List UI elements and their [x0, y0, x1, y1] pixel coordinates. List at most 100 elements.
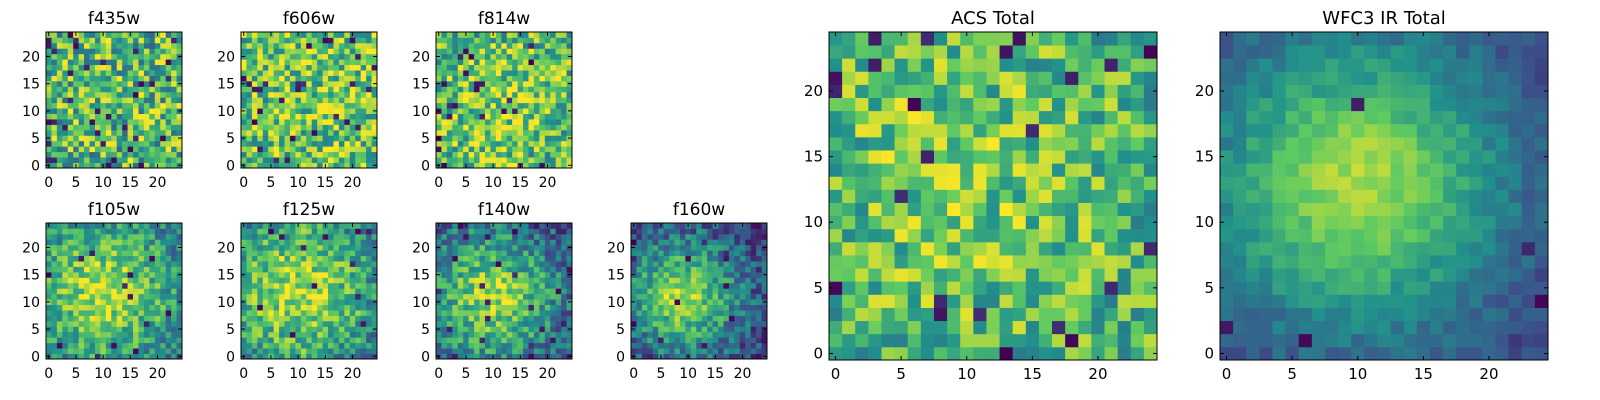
heatmap-cell [73, 48, 80, 55]
heatmap-cell [268, 75, 275, 82]
heatmap-cell [728, 233, 735, 240]
heatmap-cell [133, 124, 139, 131]
heatmap-cell [176, 48, 183, 55]
heatmap-cell [663, 271, 670, 278]
heatmap-cell [436, 315, 442, 322]
y-tick-label: 10 [607, 295, 625, 311]
heatmap-cell [160, 239, 167, 246]
heatmap-cell [674, 304, 681, 311]
heatmap-cell [484, 157, 491, 163]
heatmap-cell [360, 157, 367, 163]
heatmap-cell [550, 151, 557, 158]
heatmap-cell [78, 119, 85, 125]
heatmap-cell [133, 80, 139, 87]
heatmap-cell [311, 342, 318, 349]
heatmap-cell [647, 331, 654, 338]
heatmap-cell [73, 140, 80, 147]
heatmap-cell [463, 342, 470, 349]
heatmap-cell [322, 80, 329, 87]
heatmap-cell [284, 293, 291, 300]
heatmap-cell [295, 304, 302, 311]
heatmap-cell [685, 320, 692, 327]
heatmap-cell [154, 239, 161, 246]
heatmap-cell [111, 146, 118, 153]
heatmap-cell [512, 135, 518, 142]
heatmap-cell [273, 59, 280, 66]
heatmap-cell [868, 228, 882, 243]
heatmap-cell [251, 140, 258, 147]
heatmap-cell [728, 331, 735, 338]
heatmap-cell [517, 244, 524, 251]
heatmap-cell [251, 320, 258, 327]
heatmap-cell [284, 337, 291, 344]
heatmap-cell [506, 135, 513, 142]
heatmap-cell [712, 282, 719, 289]
heatmap-cell [67, 146, 74, 153]
heatmap-cell [322, 348, 329, 354]
heatmap-cell [484, 250, 491, 257]
heatmap-cell [490, 37, 497, 44]
x-tick-label: 10 [484, 175, 502, 191]
heatmap-cell [561, 113, 567, 120]
heatmap-cell [636, 337, 643, 344]
heatmap-cell [84, 293, 90, 300]
heatmap-cell [284, 86, 291, 93]
heatmap-cell [349, 331, 356, 338]
heatmap-cell [544, 315, 551, 322]
heatmap-cell [474, 53, 480, 60]
heatmap-cell [750, 337, 757, 344]
heatmap-cell [273, 250, 280, 257]
heatmap-cell [262, 277, 269, 284]
heatmap-cell [78, 310, 85, 316]
heatmap-cell [317, 353, 323, 360]
heatmap-cell [133, 64, 139, 71]
heatmap-cell [122, 228, 128, 235]
heatmap-cell [251, 70, 258, 76]
heatmap-cell [84, 53, 90, 60]
heatmap-cell [289, 271, 296, 278]
heatmap-cell [441, 228, 448, 235]
heatmap-cell [1025, 189, 1040, 203]
heatmap-cell [1091, 176, 1105, 190]
heatmap-cell [111, 42, 118, 49]
heatmap-cell [750, 326, 757, 333]
heatmap-cell [501, 140, 508, 147]
heatmap-cell [94, 255, 101, 262]
heatmap-cell [279, 140, 285, 147]
heatmap-cell [251, 288, 258, 295]
heatmap-cell [171, 288, 177, 295]
heatmap-cell [51, 129, 58, 136]
heatmap-cell [907, 241, 922, 256]
heatmap-cell [322, 239, 329, 246]
heatmap-cell [333, 326, 340, 333]
heatmap-cell [62, 140, 69, 147]
heatmap-cell [641, 228, 648, 235]
heatmap-cell [544, 288, 551, 295]
heatmap-cell [122, 119, 128, 125]
heatmap-cell [257, 233, 264, 240]
heatmap-cell [555, 151, 562, 158]
heatmap-cell [366, 75, 372, 82]
heatmap-cell [127, 239, 134, 246]
heatmap-cell [143, 315, 150, 322]
heatmap-cell [707, 342, 713, 349]
heatmap-cell [165, 42, 172, 49]
heatmap-cell [127, 86, 134, 93]
heatmap-cell [457, 282, 464, 289]
heatmap-cell [333, 261, 340, 267]
heatmap-cell [295, 37, 302, 44]
heatmap-cell [539, 304, 546, 311]
heatmap-cell [712, 304, 719, 311]
heatmap-cell [251, 282, 258, 289]
heatmap-cell [268, 228, 275, 235]
heatmap-cell [360, 299, 367, 305]
heatmap-cell [495, 233, 502, 240]
heatmap-cell [528, 59, 535, 66]
heatmap-cell [165, 261, 172, 267]
heatmap-cell [452, 70, 459, 76]
heatmap-cell [761, 293, 768, 300]
heatmap-cell [273, 129, 280, 136]
heatmap-cell [457, 75, 464, 82]
heatmap-cell [463, 255, 470, 262]
heatmap-cell [986, 176, 1000, 190]
